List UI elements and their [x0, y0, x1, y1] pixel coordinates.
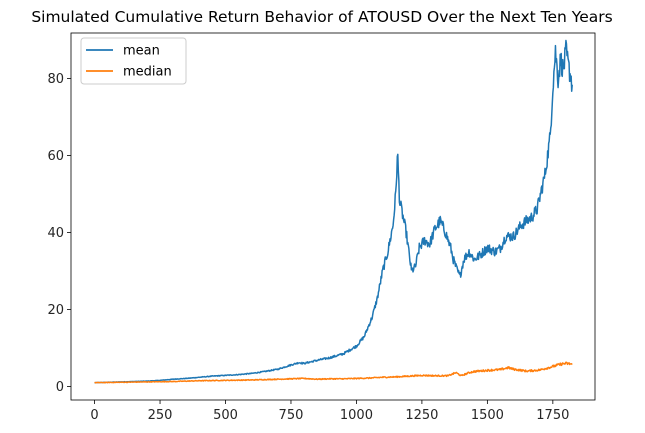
- y-tick-label: 80: [47, 72, 64, 87]
- x-tick-label: 1000: [340, 408, 373, 423]
- y-tick-label: 60: [47, 149, 64, 164]
- axes: 0 250 500 750 1000 1250 1500 1750 0 20 40 60 80: [47, 32, 596, 423]
- x-tick-label: 1250: [405, 408, 438, 423]
- y-tick-label: 0: [56, 380, 64, 395]
- x-tick-label: 0: [90, 408, 98, 423]
- x-tick-label: 750: [279, 408, 304, 423]
- plot-area: [94, 39, 573, 384]
- y-tick-label: 20: [47, 303, 64, 318]
- legend: mean median: [80, 37, 187, 85]
- x-tick-label: 1750: [536, 408, 569, 423]
- legend-label-median: median: [123, 65, 172, 80]
- x-tick-label: 500: [213, 408, 238, 423]
- chart-title: Simulated Cumulative Return Behavior of …: [31, 8, 612, 26]
- x-tick-label: 1500: [471, 408, 504, 423]
- series-line-mean: [94, 39, 573, 384]
- series-line-median: [94, 361, 573, 384]
- legend-label-mean: mean: [123, 44, 160, 59]
- y-tick-label: 40: [47, 226, 64, 241]
- axes-frame: [70, 32, 596, 401]
- x-tick-label: 250: [148, 408, 173, 423]
